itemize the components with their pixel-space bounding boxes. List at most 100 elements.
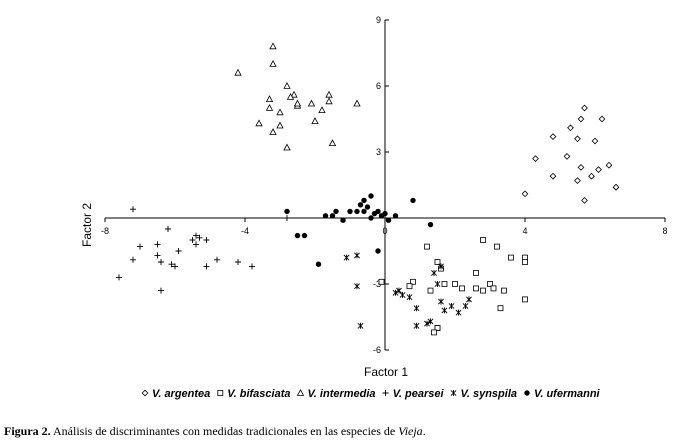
y-tick-label: -6 <box>373 345 381 355</box>
data-point <box>361 208 367 215</box>
data-point <box>378 278 385 285</box>
data-point <box>196 234 203 241</box>
data-point <box>577 115 585 123</box>
data-point <box>410 197 416 204</box>
data-point <box>581 197 588 204</box>
legend-item-v-argentea: V. argentea <box>141 388 210 400</box>
x-axis-label: Factor 1 <box>364 365 408 379</box>
series-v-intermedia <box>234 42 361 151</box>
y-axis-label: Factor 2 <box>80 203 94 247</box>
data-point <box>283 81 291 89</box>
legend-label: V. ufermanni <box>534 388 601 400</box>
data-point <box>406 283 413 290</box>
legend-marker <box>296 388 305 396</box>
legend-label: V. bifasciata <box>227 388 290 400</box>
data-point <box>413 305 420 312</box>
data-point <box>172 263 178 270</box>
data-point <box>322 213 329 219</box>
data-point <box>497 305 504 312</box>
data-point <box>455 309 462 316</box>
data-point <box>522 259 528 265</box>
data-point <box>473 270 479 276</box>
data-point <box>434 259 441 265</box>
x-tick-label: 4 <box>522 226 527 236</box>
data-point <box>340 217 346 223</box>
legend-marker <box>450 390 457 396</box>
tick-labels: -8 -4 0 4 8 -6 -3 3 6 9 <box>101 15 668 355</box>
data-point <box>354 208 360 215</box>
data-point <box>480 237 486 243</box>
data-point <box>325 90 333 98</box>
data-point <box>193 241 199 248</box>
data-point <box>290 90 298 98</box>
data-point <box>382 210 388 217</box>
x-tick-label: -8 <box>101 226 109 236</box>
legend-marker <box>141 389 149 397</box>
legend-item-v-bifasciata: V. bifasciata <box>217 388 290 400</box>
data-point <box>452 281 458 287</box>
data-point <box>269 128 277 136</box>
data-point <box>375 248 381 254</box>
data-point <box>399 292 406 298</box>
data-point <box>283 143 291 151</box>
data-point <box>591 137 599 145</box>
x-tick-label: -4 <box>241 226 249 236</box>
data-point <box>385 217 392 223</box>
data-point <box>265 103 274 111</box>
legend-label: V. intermedia <box>307 388 375 400</box>
data-point <box>235 259 241 265</box>
data-point <box>189 237 196 243</box>
data-point <box>508 254 514 261</box>
data-point <box>427 318 434 325</box>
data-point <box>574 135 581 143</box>
data-point <box>255 119 263 127</box>
data-point <box>214 256 220 263</box>
data-point <box>276 108 284 116</box>
legend-label: V. pearsei <box>393 388 445 400</box>
legend: V. argentea V. bifasciata V. intermedia V. … <box>141 388 601 400</box>
data-point <box>441 281 448 287</box>
data-point <box>438 298 444 305</box>
data-point <box>284 215 290 221</box>
data-point <box>203 237 210 243</box>
legend-label: V. synspila <box>461 388 517 400</box>
data-point <box>605 161 613 169</box>
data-point <box>521 190 529 198</box>
data-point <box>137 243 143 250</box>
data-point <box>347 208 353 215</box>
data-point <box>333 208 339 215</box>
data-point <box>116 274 122 281</box>
data-point <box>343 254 350 261</box>
data-point <box>175 248 182 254</box>
series-v-synspila <box>343 252 472 329</box>
legend-item-v-synspila: V. synspila <box>450 388 517 400</box>
data-point <box>203 263 210 270</box>
legend-label: V. argentea <box>152 388 210 400</box>
data-point <box>354 252 360 259</box>
data-point <box>269 42 277 50</box>
data-point <box>598 115 606 123</box>
data-point <box>329 213 336 219</box>
data-point <box>581 104 588 112</box>
data-point <box>392 213 399 219</box>
data-point <box>357 322 364 329</box>
legend-item-v-ufermanni: V. ufermanni <box>524 388 601 400</box>
data-point <box>361 197 367 204</box>
data-point <box>532 155 539 162</box>
data-point <box>577 164 585 171</box>
data-point <box>284 208 290 215</box>
series-v-argentea <box>521 104 620 204</box>
data-point <box>392 289 399 296</box>
data-point <box>249 263 255 270</box>
data-point <box>431 329 437 336</box>
data-point <box>462 303 469 309</box>
legend-marker <box>217 390 224 396</box>
data-point <box>328 139 337 147</box>
data-point <box>466 296 472 303</box>
data-point <box>286 92 295 100</box>
data-point <box>406 294 413 301</box>
data-point <box>567 124 574 132</box>
data-point <box>158 287 164 294</box>
data-point <box>364 204 371 210</box>
